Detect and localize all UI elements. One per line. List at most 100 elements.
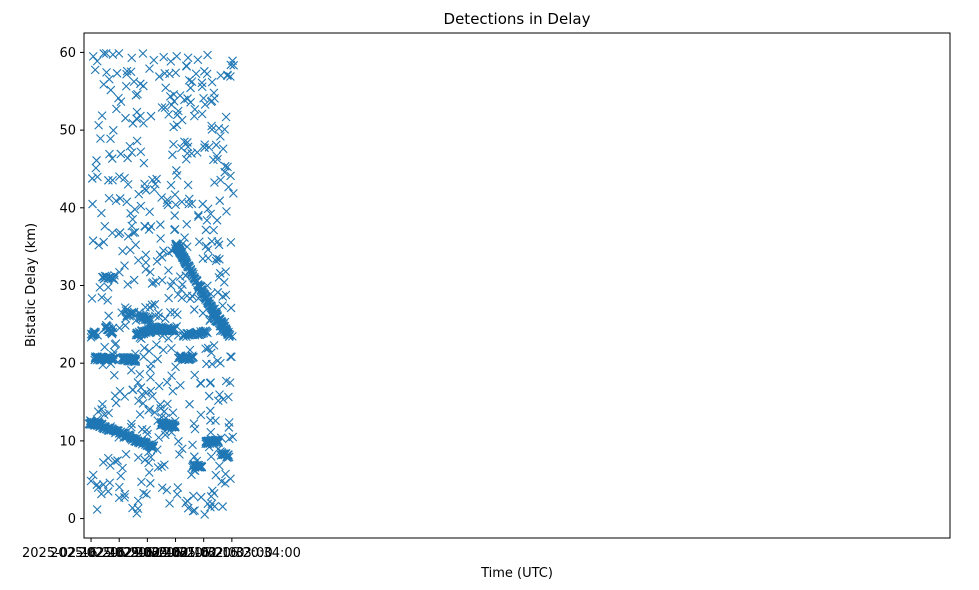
detection-point [201, 225, 211, 235]
detection-point [206, 289, 216, 299]
detection-point [177, 143, 186, 153]
detection-point [203, 281, 212, 291]
detection-point [128, 214, 138, 224]
detection-point [209, 340, 219, 350]
detection-point [108, 50, 118, 60]
detection-point [153, 354, 163, 364]
detection-point [168, 150, 177, 160]
detection-point [155, 400, 165, 410]
detection-point [165, 307, 175, 317]
detection-point [103, 282, 113, 292]
detection-point [126, 365, 136, 375]
detection-point [91, 163, 101, 173]
detection-point [220, 478, 230, 488]
detection-point [180, 137, 189, 147]
detection-point [152, 257, 162, 266]
detection-point [215, 196, 225, 206]
detection-point [97, 293, 107, 302]
detection-point [109, 353, 119, 363]
detection-point [106, 134, 115, 144]
detection-point [155, 220, 165, 230]
plot-frame [83, 32, 951, 539]
detection-point [158, 345, 168, 355]
detection-point [215, 131, 225, 141]
detection-point [118, 463, 127, 473]
detection-point [131, 240, 141, 250]
detection-point [141, 302, 150, 312]
detection-point [188, 267, 197, 277]
detection-point [87, 294, 97, 303]
detection-point [154, 381, 164, 391]
detection-point [127, 148, 137, 158]
detection-point [226, 474, 235, 484]
detection-point [166, 343, 176, 353]
detection-point [182, 242, 192, 252]
detection-point [196, 410, 206, 420]
detection-point [146, 359, 156, 369]
detection-point [149, 55, 159, 65]
detection-point [87, 174, 97, 183]
detection-point [180, 233, 189, 243]
detection-point [198, 254, 208, 264]
detection-point [187, 470, 196, 480]
detection-point [206, 348, 216, 358]
detection-point [203, 204, 213, 214]
detection-point [108, 175, 117, 185]
detection-point [211, 256, 221, 266]
detection-point [110, 456, 120, 466]
detection-point [193, 212, 203, 222]
detection-point [182, 219, 192, 229]
detection-point [194, 210, 203, 220]
detection-point [221, 112, 231, 122]
detection-point [123, 231, 133, 241]
detection-point [222, 453, 232, 462]
detection-point [112, 68, 122, 78]
detection-point [134, 308, 144, 317]
detection-point [120, 489, 130, 499]
chart-title: Detections in Delay [444, 10, 591, 28]
detection-point [132, 136, 142, 146]
detection-point [133, 453, 143, 462]
detection-point [183, 94, 192, 103]
detection-point [144, 468, 154, 477]
detection-point [126, 422, 136, 432]
detection-point [157, 193, 167, 202]
detection-point [148, 391, 157, 401]
detection-point [94, 240, 104, 250]
detection-point [170, 225, 179, 235]
detection-point [104, 323, 114, 333]
detection-point [199, 93, 208, 103]
detection-point [164, 266, 173, 275]
detection-point [200, 140, 210, 150]
detection-point [167, 427, 176, 437]
x-tick-label: 2025-02-16 20:29:00 [22, 546, 160, 561]
detection-point [137, 477, 146, 487]
detection-point [168, 277, 178, 286]
detection-point [197, 462, 207, 472]
detection-point [152, 445, 162, 455]
detection-point [103, 352, 113, 362]
detection-point [151, 277, 161, 286]
detection-point [220, 317, 230, 327]
detection-point [215, 326, 225, 336]
detection-point [127, 53, 137, 63]
detection-point [185, 399, 194, 409]
detection-point [210, 304, 220, 314]
detection-point [157, 103, 167, 112]
detection-point [125, 141, 135, 151]
detection-point [145, 207, 154, 217]
detection-point [103, 296, 113, 305]
detection-point [131, 90, 141, 100]
detection-point [116, 471, 126, 481]
detection-point [141, 185, 151, 195]
detection-point [215, 268, 225, 278]
detection-point [132, 114, 142, 124]
detection-point [144, 225, 154, 234]
detection-point [105, 478, 115, 488]
detection-point [153, 416, 163, 426]
y-tick-label: 20 [59, 357, 76, 372]
detection-point [213, 396, 223, 406]
detection-point [218, 292, 228, 301]
detection-point [220, 124, 230, 134]
detection-point [203, 245, 213, 255]
